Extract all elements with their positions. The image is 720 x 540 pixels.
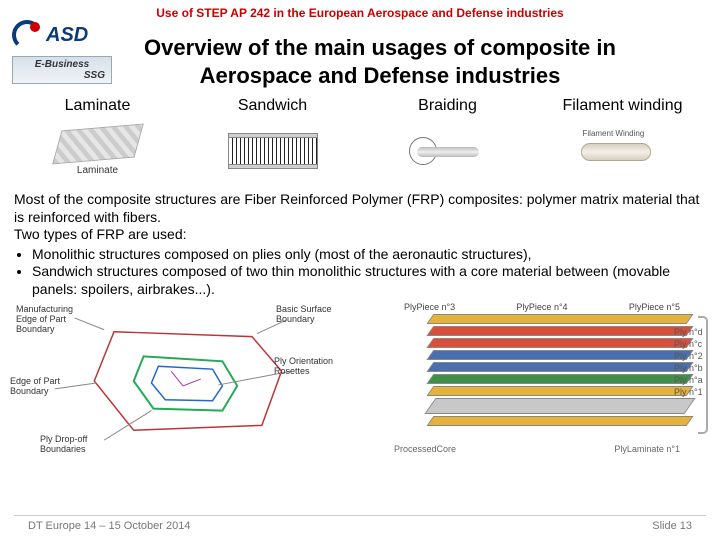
footer-left: DT Europe 14 – 15 October 2014 (28, 520, 190, 532)
col-braiding: Braiding (360, 97, 535, 181)
filament-caption: Filament Winding (583, 129, 645, 138)
ply-slice (426, 326, 693, 336)
col-sandwich: Sandwich (185, 97, 360, 181)
ply-slice (426, 386, 693, 396)
body-bullets: Monolithic structures composed on plies … (32, 246, 706, 299)
asd-swoosh-icon (12, 20, 42, 50)
body-text: Most of the composite structures are Fib… (14, 191, 706, 298)
col-filament: Filament winding Filament Winding (535, 97, 710, 181)
ply-stack-figure: PlyPiece n°3 PlyPiece n°4 PlyPiece n°5 P… (364, 304, 710, 454)
ebusiness-line2: SSG (13, 70, 111, 81)
label-manuf-edge: Manufacturing Edge of Part Boundary (16, 304, 96, 334)
laminate-caption: Laminate (58, 165, 138, 176)
laminate-icon (52, 123, 144, 164)
bullet-2: Sandwich structures composed of two thin… (32, 263, 706, 298)
bullet-1: Monolithic structures composed on plies … (32, 246, 706, 264)
braiding-illustration (360, 121, 535, 181)
col-title-laminate: Laminate (10, 97, 185, 115)
right-brace-icon (698, 316, 708, 434)
filament-illustration: Filament Winding (535, 121, 710, 181)
ply-slice (426, 314, 693, 324)
ply-boundary-figure: Manufacturing Edge of Part Boundary Basi… (10, 304, 356, 454)
slide-title: Overview of the main usages of composite… (120, 34, 640, 89)
logo-area: ASD E-Business SSG (12, 20, 122, 84)
composite-columns: Laminate Laminate Sandwich Braiding Fila… (10, 97, 710, 181)
laminate-illustration: Laminate (10, 121, 185, 181)
processed-core-label: ProcessedCore (394, 444, 456, 454)
ebusiness-badge: E-Business SSG (12, 56, 112, 84)
filament-icon: Filament Winding (573, 133, 673, 169)
label-basic-surface: Basic Surface Boundary (276, 304, 346, 324)
col-title-sandwich: Sandwich (185, 97, 360, 115)
col-title-filament: Filament winding (535, 97, 710, 115)
footer-right: Slide 13 (652, 520, 692, 532)
ply-top-labels: PlyPiece n°3 PlyPiece n°4 PlyPiece n°5 (404, 302, 680, 312)
sandwich-icon (228, 133, 318, 169)
ply-slice (426, 416, 693, 426)
body-para2: Two types of FRP are used: (14, 226, 706, 244)
sandwich-illustration (185, 121, 360, 181)
ply-slice (424, 398, 695, 414)
label-ply-orient: Ply Orientation Rosettes (274, 356, 354, 376)
label-edge-part: Edge of Part Boundary (10, 376, 70, 396)
ply-slice (426, 362, 693, 372)
ply-slice (426, 338, 693, 348)
label-ply-dropoff: Ply Drop-off Boundaries (40, 434, 120, 454)
ply-slice (426, 350, 693, 360)
braiding-icon (403, 133, 493, 169)
ply-slice (426, 374, 693, 384)
doc-header-title: Use of STEP AP 242 in the European Aeros… (0, 0, 720, 20)
slide-footer: DT Europe 14 – 15 October 2014 Slide 13 (14, 515, 706, 532)
asd-logo: ASD (12, 20, 112, 50)
ebusiness-line1: E-Business (13, 59, 111, 70)
plypiece-3: PlyPiece n°3 (404, 302, 455, 312)
col-laminate: Laminate Laminate (10, 97, 185, 181)
plypiece-4: PlyPiece n°4 (516, 302, 567, 312)
ply-laminate-label: PlyLaminate n°1 (614, 444, 680, 454)
plypiece-5: PlyPiece n°5 (629, 302, 680, 312)
col-title-braiding: Braiding (360, 97, 535, 115)
lower-figures: Manufacturing Edge of Part Boundary Basi… (10, 304, 710, 454)
body-para1: Most of the composite structures are Fib… (14, 191, 706, 226)
ply-bottom-labels: ProcessedCore PlyLaminate n°1 (394, 444, 680, 454)
asd-logo-text: ASD (46, 24, 88, 47)
ply-stack (430, 314, 690, 428)
